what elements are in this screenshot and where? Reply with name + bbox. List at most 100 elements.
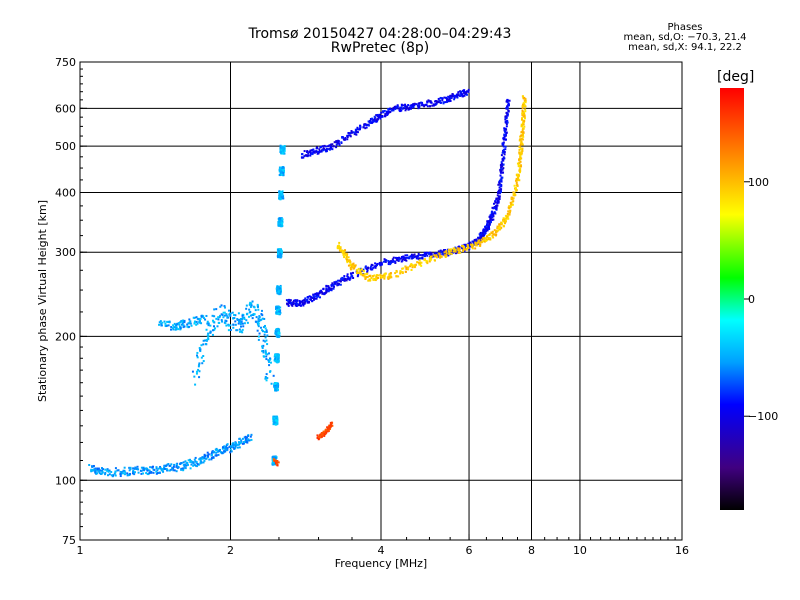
- data-point: [494, 200, 497, 203]
- data-point: [522, 111, 525, 114]
- data-point: [375, 274, 378, 277]
- data-point: [88, 464, 91, 467]
- data-point: [241, 316, 244, 319]
- data-point: [413, 104, 416, 107]
- data-point: [346, 273, 349, 276]
- data-point: [499, 184, 502, 187]
- data-point: [201, 457, 204, 460]
- data-point: [521, 147, 524, 150]
- data-point: [173, 322, 176, 325]
- data-point: [311, 153, 314, 156]
- data-point: [237, 441, 240, 444]
- data-point: [346, 253, 349, 256]
- data-point: [384, 114, 387, 117]
- data-point: [475, 241, 478, 244]
- data-point: [280, 220, 283, 223]
- data-point: [499, 189, 502, 192]
- data-point: [266, 343, 269, 346]
- data-point: [359, 272, 362, 275]
- data-point: [441, 99, 444, 102]
- data-point: [183, 319, 186, 322]
- data-point: [480, 233, 483, 236]
- data-point: [206, 322, 209, 325]
- data-point: [279, 292, 282, 295]
- data-point: [96, 469, 99, 472]
- data-point: [167, 463, 170, 466]
- data-point: [257, 320, 260, 323]
- data-point: [335, 146, 338, 149]
- data-point: [193, 322, 196, 325]
- data-point: [248, 439, 251, 442]
- data-point: [503, 157, 506, 160]
- data-point: [241, 314, 244, 317]
- data-point: [488, 220, 491, 223]
- data-point: [295, 302, 298, 305]
- data-point: [404, 105, 407, 108]
- data-point: [282, 145, 285, 148]
- data-point: [507, 102, 510, 105]
- data-point: [227, 329, 230, 332]
- data-point: [513, 192, 516, 195]
- data-point: [521, 134, 524, 137]
- data-point: [266, 377, 269, 380]
- data-point: [276, 359, 279, 362]
- data-point: [238, 437, 241, 440]
- data-point: [444, 249, 447, 252]
- data-point: [215, 451, 218, 454]
- data-point: [464, 245, 467, 248]
- data-point: [462, 89, 465, 92]
- data-point: [328, 288, 331, 291]
- data-point: [348, 277, 351, 280]
- data-point: [489, 221, 492, 224]
- data-point: [211, 319, 214, 322]
- data-point: [428, 251, 431, 254]
- data-point: [339, 246, 342, 249]
- data-point: [465, 91, 468, 94]
- data-point: [240, 439, 243, 442]
- data-point: [500, 226, 503, 229]
- data-point: [98, 472, 101, 475]
- data-point: [276, 421, 279, 424]
- data-point: [257, 322, 260, 325]
- data-point: [502, 167, 505, 170]
- data-point: [200, 356, 203, 359]
- data-point: [170, 463, 173, 466]
- data-point: [229, 448, 232, 451]
- data-point: [498, 225, 501, 228]
- data-point: [383, 273, 386, 276]
- data-point: [340, 141, 343, 144]
- data-point: [147, 473, 150, 476]
- data-point: [483, 233, 486, 236]
- data-point: [308, 295, 311, 298]
- data-point: [500, 165, 503, 168]
- data-point: [100, 472, 103, 475]
- data-point: [149, 466, 152, 469]
- data-point: [376, 118, 379, 121]
- data-point: [204, 343, 207, 346]
- data-point: [106, 474, 109, 477]
- data-point: [124, 473, 127, 476]
- data-point: [270, 382, 273, 385]
- data-point: [500, 162, 503, 165]
- data-point: [386, 276, 389, 279]
- data-point: [186, 463, 189, 466]
- data-point: [505, 116, 508, 119]
- data-point: [327, 286, 330, 289]
- data-point: [353, 267, 356, 270]
- data-point: [248, 308, 251, 311]
- data-point: [438, 252, 441, 255]
- data-point: [226, 316, 229, 319]
- data-point: [207, 338, 210, 341]
- data-point: [494, 231, 497, 234]
- data-point: [218, 450, 221, 453]
- data-point: [490, 213, 493, 216]
- data-point: [447, 254, 450, 257]
- data-point: [353, 131, 356, 134]
- data-point: [186, 323, 189, 326]
- data-point: [457, 94, 460, 97]
- data-point: [303, 150, 306, 153]
- data-point: [382, 260, 385, 263]
- data-point: [418, 102, 421, 105]
- data-point: [504, 120, 507, 123]
- data-point: [278, 218, 281, 221]
